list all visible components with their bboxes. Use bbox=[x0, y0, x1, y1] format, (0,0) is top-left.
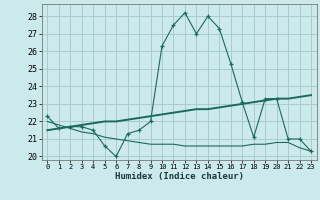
X-axis label: Humidex (Indice chaleur): Humidex (Indice chaleur) bbox=[115, 172, 244, 181]
